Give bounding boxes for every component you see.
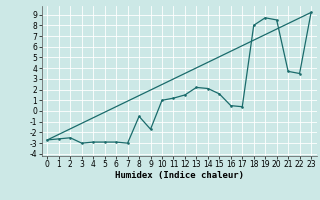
Point — [114, 140, 119, 144]
Point — [308, 11, 314, 14]
Point — [285, 70, 291, 73]
Point — [125, 142, 130, 145]
Point — [205, 87, 211, 90]
Point — [159, 99, 164, 102]
Point — [68, 136, 73, 139]
Point — [148, 128, 153, 131]
Point — [45, 138, 50, 142]
Point — [91, 140, 96, 144]
Point — [194, 86, 199, 89]
Point — [102, 140, 107, 144]
Point — [297, 72, 302, 75]
Point — [137, 115, 142, 118]
Point — [79, 142, 84, 145]
Point — [251, 24, 256, 27]
Point — [240, 105, 245, 108]
Point — [263, 16, 268, 19]
Point — [228, 104, 233, 107]
Point — [217, 92, 222, 95]
Point — [274, 18, 279, 22]
Point — [171, 97, 176, 100]
X-axis label: Humidex (Indice chaleur): Humidex (Indice chaleur) — [115, 171, 244, 180]
Point — [56, 137, 61, 140]
Point — [182, 93, 188, 97]
